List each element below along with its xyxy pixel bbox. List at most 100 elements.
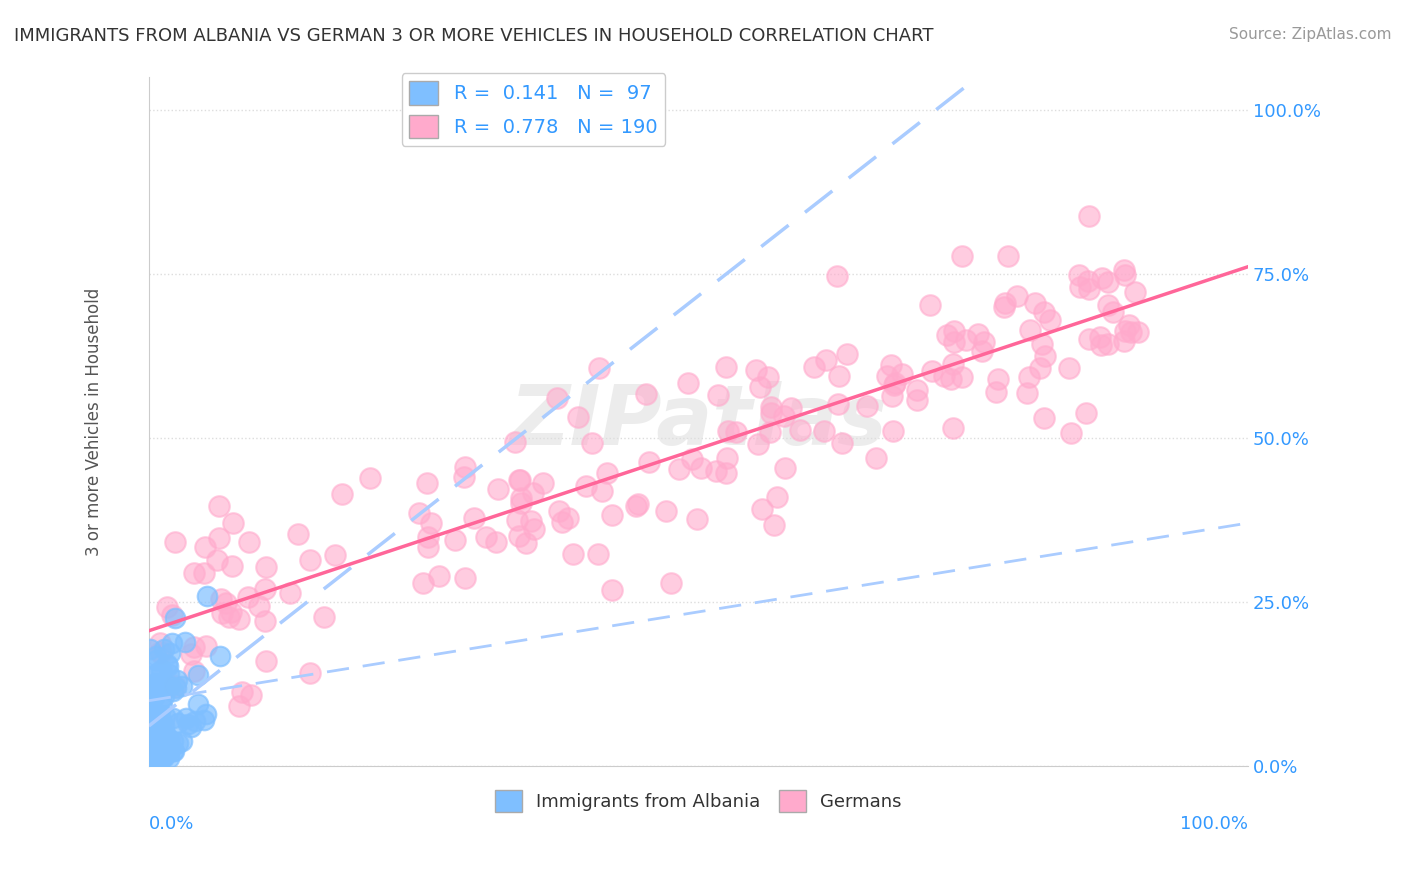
Point [967,326,990,341]
Point [837,347,859,361]
Point [141,747,163,762]
Point [145,716,167,731]
Point [167,716,190,731]
Point [180,648,202,662]
Point [704,464,727,478]
Point [416,540,439,554]
Point [195,589,218,603]
Point [143,681,166,695]
Point [139,747,162,762]
Point [1077,282,1099,296]
Point [298,553,321,567]
Point [997,249,1019,263]
Point [148,756,170,771]
Point [163,744,186,758]
Point [167,736,190,750]
Point [145,648,167,663]
Point [762,517,785,532]
Point [173,634,195,648]
Point [602,508,624,523]
Point [876,368,898,383]
Point [523,522,546,536]
Point [194,639,217,653]
Point [1019,323,1042,337]
Point [150,698,173,713]
Point [668,462,690,476]
Point [562,547,585,561]
Point [148,740,170,755]
Point [141,715,163,730]
Point [970,343,993,358]
Point [1067,268,1090,282]
Point [177,717,200,731]
Text: 0.0%: 0.0% [149,814,194,832]
Point [141,729,163,743]
Point [921,363,943,377]
Point [714,466,737,480]
Point [139,682,162,697]
Text: IMMIGRANTS FROM ALBANIA VS GERMAN 3 OR MORE VEHICLES IN HOUSEHOLD CORRELATION CH: IMMIGRANTS FROM ALBANIA VS GERMAN 3 OR M… [14,27,934,45]
Point [166,673,188,687]
Text: Source: ZipAtlas.com: Source: ZipAtlas.com [1229,27,1392,42]
Point [138,702,160,716]
Point [153,642,176,657]
Point [678,376,700,390]
Point [187,697,209,711]
Point [148,683,170,698]
Point [780,401,803,415]
Text: ZIPatlas: ZIPatlas [509,382,887,462]
Point [162,683,184,698]
Point [221,558,243,573]
Point [183,640,205,654]
Text: 3 or more Vehicles in Household: 3 or more Vehicles in Household [84,288,103,556]
Point [813,424,835,438]
Point [143,731,166,745]
Legend: Immigrants from Albania, Germans: Immigrants from Albania, Germans [488,783,908,819]
Point [359,470,381,484]
Point [149,729,172,743]
Point [153,749,176,764]
Point [1039,313,1062,327]
Point [138,698,160,712]
Point [408,506,430,520]
Point [1029,360,1052,375]
Point [907,383,929,397]
Point [187,668,209,682]
Point [228,611,250,625]
Point [143,667,166,681]
Point [141,709,163,723]
Point [950,249,973,263]
Point [139,755,162,769]
Point [149,646,172,660]
Point [596,466,619,480]
Point [522,486,544,500]
Point [1005,289,1028,303]
Point [984,384,1007,399]
Point [1097,275,1119,289]
Point [685,511,707,525]
Point [278,586,301,600]
Point [141,749,163,764]
Point [1024,295,1046,310]
Point [420,516,443,530]
Point [1119,326,1142,340]
Point [145,677,167,691]
Point [942,421,965,435]
Point [773,460,796,475]
Point [1060,425,1083,440]
Point [416,530,439,544]
Point [323,549,346,563]
Point [141,733,163,747]
Point [231,685,253,699]
Point [567,409,589,424]
Point [157,666,180,681]
Point [546,392,568,406]
Point [427,568,450,582]
Point [162,734,184,748]
Point [714,359,737,374]
Point [149,731,172,745]
Point [485,535,508,549]
Point [942,357,965,371]
Point [153,749,176,764]
Point [581,435,603,450]
